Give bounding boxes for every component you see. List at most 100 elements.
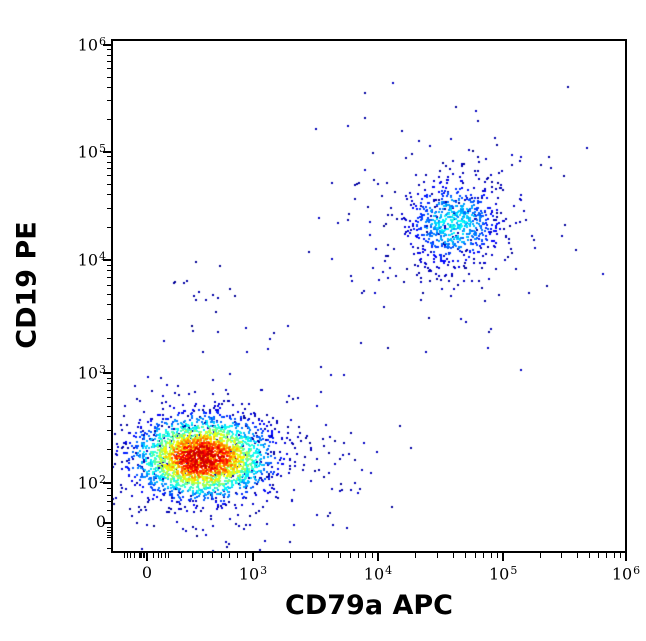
x-minor-tick: [437, 553, 439, 558]
y-major-tick: [103, 481, 111, 484]
y-minor-tick: [106, 175, 111, 177]
x-minor-tick: [164, 553, 166, 558]
x-major-tick: [625, 553, 627, 561]
plot-area-frame: [111, 39, 627, 553]
x-minor-tick: [365, 553, 367, 558]
x-tick-label: 104: [363, 564, 393, 584]
y-minor-tick: [106, 227, 111, 228]
y-minor-tick: [106, 293, 111, 295]
x-minor-tick: [327, 553, 329, 558]
y-minor-tick: [106, 527, 111, 529]
y-major-tick: [103, 44, 111, 47]
y-minor-tick: [106, 61, 111, 63]
y-minor-tick: [106, 161, 111, 163]
x-minor-tick: [474, 553, 476, 558]
x-minor-tick: [464, 553, 466, 558]
y-minor-tick: [106, 389, 111, 391]
y-minor-tick: [106, 405, 111, 407]
x-minor-tick: [211, 553, 213, 558]
x-minor-tick: [161, 553, 163, 558]
x-minor-tick: [141, 553, 143, 558]
y-minor-tick: [106, 168, 111, 170]
x-minor-tick: [202, 553, 204, 558]
y-minor-tick: [106, 532, 111, 534]
x-minor-tick: [140, 553, 142, 558]
y-minor-tick: [106, 100, 111, 102]
y-minor-tick: [106, 184, 111, 186]
x-minor-tick: [153, 553, 155, 558]
y-minor-tick: [106, 54, 111, 56]
x-minor-tick: [539, 553, 541, 558]
y-tick-label: 106: [77, 35, 106, 55]
y-minor-tick: [106, 338, 111, 340]
y-minor-tick: [106, 304, 111, 306]
x-minor-tick: [606, 553, 608, 558]
y-minor-tick: [106, 377, 111, 379]
x-minor-tick: [126, 553, 128, 558]
x-minor-tick: [598, 553, 600, 558]
y-minor-tick: [106, 534, 111, 536]
y-tick-label: 104: [77, 250, 106, 270]
y-minor-tick: [106, 509, 111, 511]
y-major-tick: [103, 151, 111, 154]
y-minor-tick: [106, 318, 111, 320]
x-minor-tick: [371, 553, 373, 558]
y-tick-label: 103: [77, 363, 106, 383]
y-minor-tick: [106, 536, 111, 538]
y-minor-tick: [106, 264, 111, 266]
y-minor-tick: [106, 194, 111, 196]
y-minor-tick: [106, 284, 111, 286]
y-minor-tick: [106, 277, 111, 278]
x-tick-label: 105: [488, 564, 518, 584]
x-minor-tick: [576, 553, 578, 558]
x-minor-tick: [483, 553, 485, 558]
x-major-tick: [502, 553, 505, 561]
x-minor-tick: [139, 553, 141, 558]
y-minor-tick: [106, 156, 111, 158]
x-minor-tick: [496, 553, 498, 558]
x-minor-tick: [619, 553, 621, 558]
y-major-tick: [103, 372, 111, 374]
x-minor-tick: [142, 553, 144, 558]
y-minor-tick: [106, 383, 111, 385]
y-major-tick: [103, 522, 111, 525]
x-minor-tick: [244, 553, 246, 558]
y-minor-tick: [106, 501, 111, 503]
x-minor-tick: [144, 553, 146, 558]
y-minor-tick: [106, 87, 111, 89]
y-minor-tick: [106, 396, 111, 398]
x-minor-tick: [167, 553, 169, 558]
x-tick-label: 103: [238, 564, 268, 584]
x-minor-tick: [358, 553, 360, 558]
y-tick-label: 105: [77, 142, 106, 162]
x-minor-tick: [452, 553, 454, 558]
x-minor-tick: [192, 553, 194, 558]
x-minor-tick: [613, 553, 615, 558]
y-tick-label: 0: [95, 512, 106, 532]
y-minor-tick: [106, 548, 111, 550]
x-tick-label: 0: [141, 563, 153, 582]
x-major-tick: [376, 553, 379, 561]
x-minor-tick: [490, 553, 492, 558]
x-major-tick: [251, 553, 254, 561]
x-minor-tick: [220, 553, 222, 558]
x-tick-label: 106: [611, 564, 641, 584]
x-minor-tick: [157, 553, 159, 558]
y-minor-tick: [106, 449, 111, 451]
x-minor-tick: [312, 553, 314, 558]
x-minor-tick: [415, 553, 417, 558]
x-minor-tick: [349, 553, 351, 558]
x-minor-tick: [130, 553, 132, 558]
y-minor-tick: [106, 207, 111, 209]
y-minor-tick: [106, 430, 111, 431]
x-major-tick: [145, 553, 148, 561]
y-minor-tick: [106, 529, 111, 531]
x-minor-tick: [588, 553, 590, 558]
y-tick-label: 102: [77, 472, 106, 493]
y-minor-tick: [106, 488, 111, 490]
y-minor-tick: [106, 494, 111, 496]
x-minor-tick: [561, 553, 563, 558]
y-minor-tick: [106, 416, 111, 418]
